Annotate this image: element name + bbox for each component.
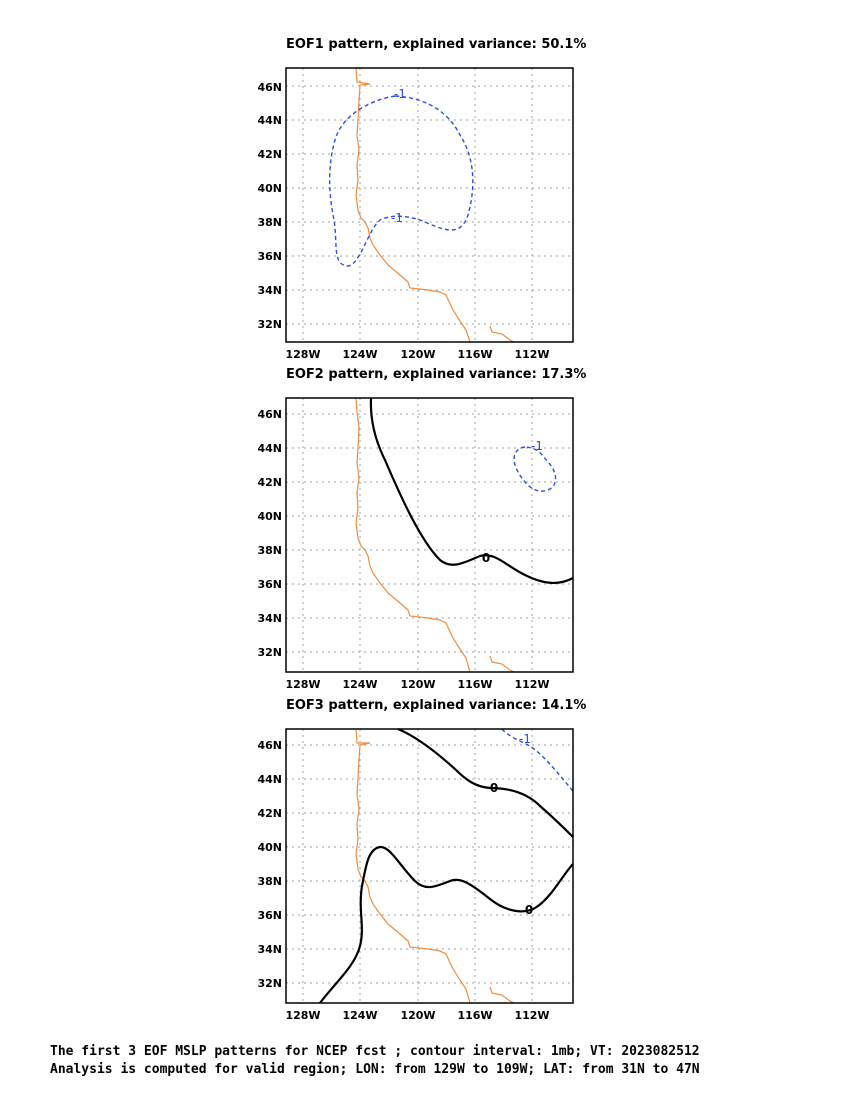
negative-contour-line <box>501 728 574 792</box>
lat-label-38n: 38N <box>257 875 282 888</box>
contour-label-minus1-top: -1 <box>394 87 406 101</box>
map-frame <box>285 397 574 673</box>
interior-border <box>489 986 515 1004</box>
lon-label-116w: 116W <box>457 348 492 361</box>
lat-label-40n: 40N <box>257 510 282 523</box>
lat-label-42n: 42N <box>257 476 282 489</box>
lat-label-36n: 36N <box>257 578 282 591</box>
map-frame <box>285 67 574 343</box>
lon-label-128w: 128W <box>285 348 320 361</box>
lat-label-42n: 42N <box>257 148 282 161</box>
panel-2-map: 46N 44N 42N 40N 38N 36N 34N 32N 128W 124… <box>257 397 574 691</box>
gridlines <box>286 398 573 672</box>
lat-label-34n: 34N <box>257 612 282 625</box>
interior-border <box>489 325 515 343</box>
lat-label-38n: 38N <box>257 544 282 557</box>
lon-label-120w: 120W <box>400 1009 435 1022</box>
panel-3-map: 46N 44N 42N 40N 38N 36N 34N 32N 128W 124… <box>257 727 574 1022</box>
lat-axis-labels: 46N 44N 42N 40N 38N 36N 34N 32N <box>257 81 282 331</box>
lon-label-112w: 112W <box>514 678 549 691</box>
contour-label-zero: 0 <box>482 551 490 565</box>
panel-1-title: EOF1 pattern, explained variance: 50.1% <box>286 37 587 52</box>
coastline <box>355 728 471 1004</box>
gridlines <box>286 68 573 342</box>
lat-axis-labels: 46N 44N 42N 40N 38N 36N 34N 32N <box>257 739 282 990</box>
lon-label-124w: 124W <box>342 678 377 691</box>
lon-axis-labels: 128W 124W 120W 116W 112W <box>285 1009 549 1022</box>
lon-label-124w: 124W <box>342 1009 377 1022</box>
lat-label-46n: 46N <box>257 408 282 421</box>
lat-label-38n: 38N <box>257 216 282 229</box>
lat-label-36n: 36N <box>257 250 282 263</box>
lon-label-128w: 128W <box>285 678 320 691</box>
contour-label-minus1: -1 <box>531 439 543 453</box>
contour-label-zero-north: 0 <box>490 781 498 795</box>
negative-contour-line <box>328 95 474 267</box>
lat-label-34n: 34N <box>257 284 282 297</box>
lon-label-116w: 116W <box>457 1009 492 1022</box>
lat-label-44n: 44N <box>257 442 282 455</box>
contour-label-minus1: -1 <box>519 732 531 746</box>
contour-label-minus1-mid: -1 <box>391 211 403 225</box>
zero-contour-line-north <box>397 727 574 838</box>
lat-label-46n: 46N <box>257 739 282 752</box>
lon-axis-labels: 128W 124W 120W 116W 112W <box>285 678 549 691</box>
lon-label-112w: 112W <box>514 348 549 361</box>
zero-contour-line <box>369 397 574 584</box>
zero-contour-line-south <box>319 845 574 1004</box>
negative-contour-line <box>513 446 557 492</box>
contour-label-zero-south: 0 <box>525 903 533 917</box>
lat-label-32n: 32N <box>257 977 282 990</box>
interior-border <box>489 655 515 673</box>
panel-1-map: 46N 44N 42N 40N 38N 36N 34N 32N 128W 124… <box>257 67 574 361</box>
lat-label-40n: 40N <box>257 841 282 854</box>
lon-label-120w: 120W <box>400 678 435 691</box>
lon-label-120w: 120W <box>400 348 435 361</box>
lat-label-34n: 34N <box>257 943 282 956</box>
lat-label-44n: 44N <box>257 114 282 127</box>
lat-label-46n: 46N <box>257 81 282 94</box>
lat-label-44n: 44N <box>257 773 282 786</box>
lat-axis-labels: 46N 44N 42N 40N 38N 36N 34N 32N <box>257 408 282 659</box>
lon-axis-labels: 128W 124W 120W 116W 112W <box>285 348 549 361</box>
panel-2-title: EOF2 pattern, explained variance: 17.3% <box>286 367 587 382</box>
lat-label-40n: 40N <box>257 182 282 195</box>
lat-label-36n: 36N <box>257 909 282 922</box>
panel-3-title: EOF3 pattern, explained variance: 14.1% <box>286 698 587 713</box>
lon-label-124w: 124W <box>342 348 377 361</box>
caption-line-1: The first 3 EOF MSLP patterns for NCEP f… <box>50 1044 700 1059</box>
lat-label-32n: 32N <box>257 646 282 659</box>
map-frame <box>285 728 574 1004</box>
coastline <box>355 397 471 673</box>
gridlines <box>286 729 573 1003</box>
caption-line-2: Analysis is computed for valid region; L… <box>50 1062 700 1077</box>
lon-label-116w: 116W <box>457 678 492 691</box>
lon-label-128w: 128W <box>285 1009 320 1022</box>
lat-label-32n: 32N <box>257 318 282 331</box>
lon-label-112w: 112W <box>514 1009 549 1022</box>
coastline <box>355 67 471 343</box>
lat-label-42n: 42N <box>257 807 282 820</box>
